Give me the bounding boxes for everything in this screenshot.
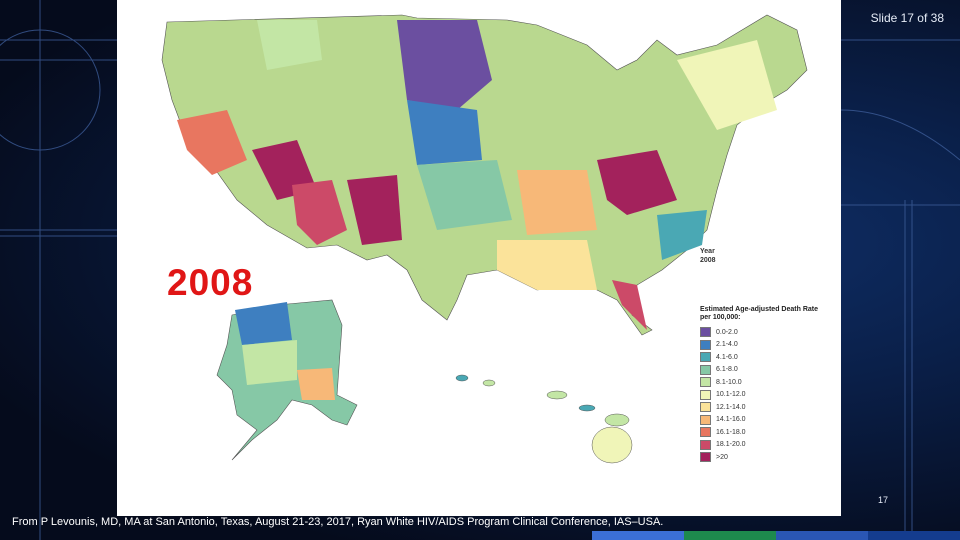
- bottom-color-bar: [776, 531, 868, 540]
- year-label: Year 2008: [700, 247, 716, 265]
- legend-swatch: [700, 352, 711, 362]
- map-region: [407, 100, 482, 165]
- legend-label: 4.1-6.0: [716, 354, 738, 361]
- legend-item: 18.1-20.0: [700, 439, 830, 452]
- bottom-color-bar: [592, 531, 684, 540]
- legend-label: 14.1-16.0: [716, 416, 746, 423]
- legend-label: 18.1-20.0: [716, 441, 746, 448]
- legend-swatch: [700, 340, 711, 350]
- legend-title: Estimated Age-adjusted Death Rate per 10…: [700, 306, 830, 322]
- year-label-title: Year: [700, 247, 716, 256]
- hawaii-map: [456, 375, 632, 463]
- legend-item: >20: [700, 451, 830, 464]
- map-region: [612, 280, 647, 330]
- legend-swatch: [700, 365, 711, 375]
- legend-item: 4.1-6.0: [700, 351, 830, 364]
- legend-swatch: [700, 440, 711, 450]
- legend-swatch: [700, 402, 711, 412]
- legend-item: 2.1-4.0: [700, 339, 830, 352]
- legend-swatch: [700, 427, 711, 437]
- legend-item: 10.1-12.0: [700, 389, 830, 402]
- legend-item: 14.1-16.0: [700, 414, 830, 427]
- legend-swatch: [700, 452, 711, 462]
- map-panel: 2008 Year 2008 Estimated Age-adjusted De…: [117, 0, 841, 516]
- map-region: [242, 340, 297, 385]
- legend-swatch: [700, 377, 711, 387]
- legend-label: 2.1-4.0: [716, 341, 738, 348]
- legend-item: 0.0-2.0: [700, 326, 830, 339]
- legend-swatch: [700, 390, 711, 400]
- year-label-value: 2008: [700, 256, 716, 265]
- legend-label: 12.1-14.0: [716, 404, 746, 411]
- legend-label: 6.1-8.0: [716, 366, 738, 373]
- legend-label: 8.1-10.0: [716, 379, 742, 386]
- citation: From P Levounis, MD, MA at San Antonio, …: [12, 516, 663, 528]
- legend-label: 0.0-2.0: [716, 329, 738, 336]
- bottom-color-bar: [684, 531, 776, 540]
- legend-swatch: [700, 327, 711, 337]
- map-region: [235, 302, 292, 345]
- slide-counter: Slide 17 of 38: [871, 11, 944, 25]
- map-region: [297, 368, 335, 400]
- bottom-color-bar: [868, 531, 960, 540]
- bottom-color-bars: [592, 531, 960, 540]
- legend-item: 6.1-8.0: [700, 364, 830, 377]
- page-number: 17: [878, 495, 888, 505]
- year-overlay: 2008: [167, 262, 253, 304]
- legend-label: 10.1-12.0: [716, 391, 746, 398]
- legend-swatch: [700, 415, 711, 425]
- legend: Estimated Age-adjusted Death Rate per 10…: [700, 306, 830, 464]
- legend-label: >20: [716, 454, 728, 461]
- map-region: [497, 240, 597, 290]
- legend-label: 16.1-18.0: [716, 429, 746, 436]
- map-region: [517, 170, 597, 235]
- legend-item: 12.1-14.0: [700, 401, 830, 414]
- legend-item: 16.1-18.0: [700, 426, 830, 439]
- legend-items: 0.0-2.0 2.1-4.0 4.1-6.0 6.1-8.0 8.1-10.0 10.1…: [700, 326, 830, 464]
- legend-item: 8.1-10.0: [700, 376, 830, 389]
